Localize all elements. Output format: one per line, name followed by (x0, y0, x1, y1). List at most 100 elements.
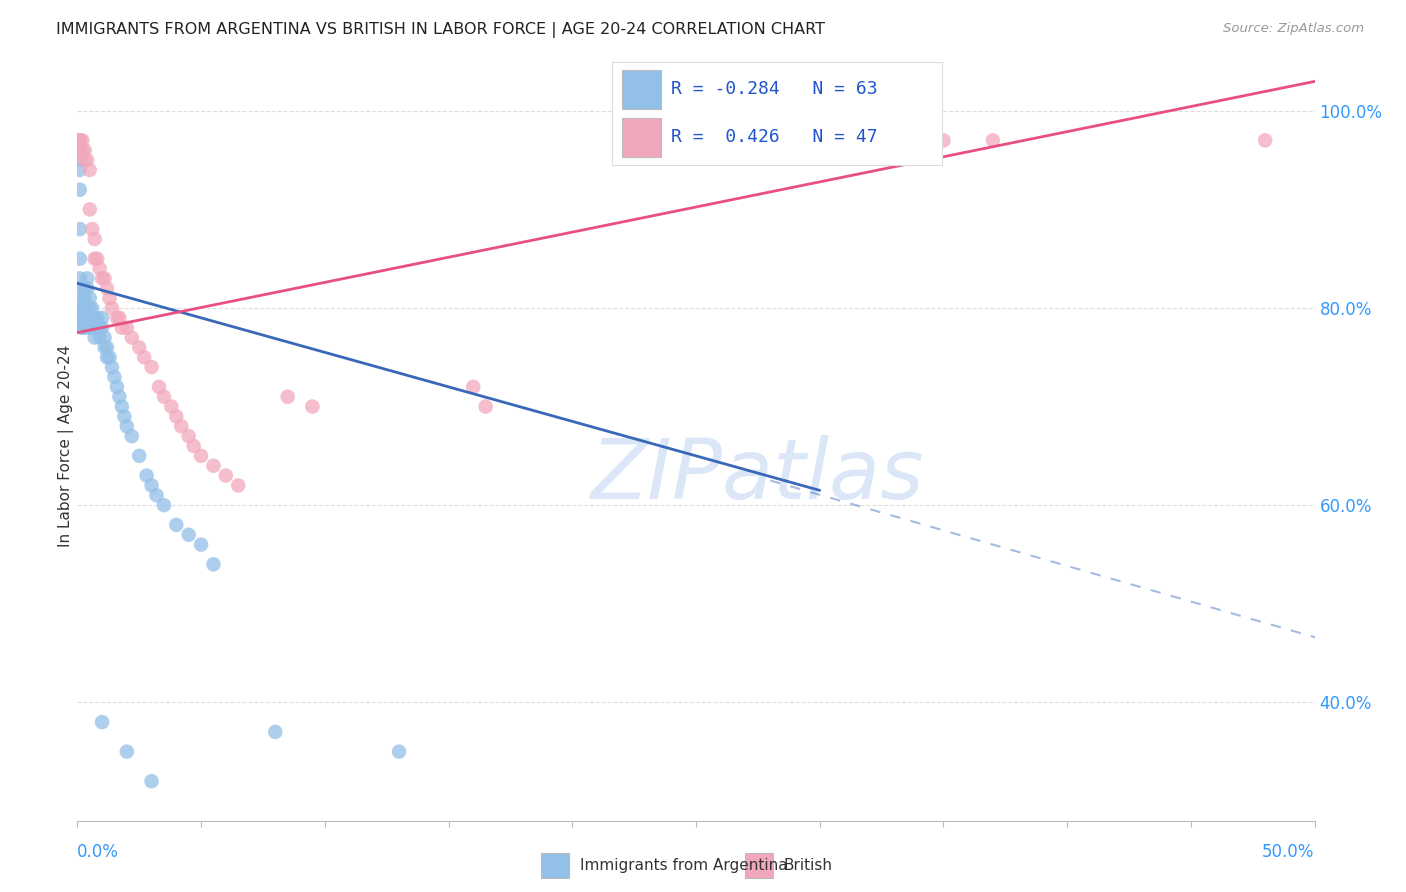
Point (69, 133, 91, 147)
Point (69, 183, 91, 197)
Point (93, 340, 115, 354)
Point (96, 351, 118, 365)
Point (981, 133, 1004, 147)
Point (76, 281, 98, 295)
Point (79, 310, 101, 325)
Point (69, 222, 91, 236)
Point (101, 301, 124, 315)
Point (165, 517, 187, 532)
Point (93, 330, 115, 344)
Point (135, 468, 157, 483)
Text: Source: ZipAtlas.com: Source: ZipAtlas.com (1223, 22, 1364, 36)
Point (91, 310, 114, 325)
Point (79, 320, 101, 334)
Point (83, 320, 105, 334)
Point (96, 340, 118, 354)
Point (141, 478, 163, 492)
Point (69, 143, 91, 157)
Point (101, 360, 124, 375)
Point (165, 409, 187, 424)
Point (76, 310, 98, 325)
Point (474, 400, 496, 414)
Text: 50.0%: 50.0% (1263, 843, 1315, 861)
Point (98, 291, 121, 305)
Point (105, 380, 128, 394)
Point (72, 133, 94, 147)
Point (121, 330, 143, 344)
Point (72, 301, 94, 315)
Point (76, 301, 98, 315)
Point (79, 163, 101, 178)
Point (115, 419, 138, 434)
Point (83, 330, 105, 344)
Point (98, 351, 121, 365)
Point (72, 143, 94, 157)
Point (69, 133, 91, 147)
Point (202, 558, 225, 572)
Point (72, 310, 94, 325)
Point (115, 320, 138, 334)
Point (277, 390, 299, 404)
Point (69, 133, 91, 147)
Point (79, 202, 101, 217)
Point (111, 320, 134, 334)
Point (108, 390, 131, 404)
Bar (541, 853, 569, 878)
Point (76, 271, 98, 285)
Point (86, 320, 108, 334)
Point (73, 310, 96, 325)
Point (72, 320, 94, 334)
Bar (621, 118, 661, 157)
Point (73, 143, 96, 157)
Point (73, 291, 96, 305)
Text: ZIPatlas: ZIPatlas (591, 435, 925, 516)
Point (86, 310, 108, 325)
Point (301, 400, 323, 414)
Point (69, 281, 91, 295)
Point (177, 527, 200, 541)
Point (72, 320, 94, 334)
Point (190, 449, 212, 463)
Bar (621, 70, 661, 109)
Point (463, 380, 485, 394)
Point (76, 153, 98, 167)
Point (89, 261, 111, 276)
Point (83, 310, 105, 325)
Point (183, 439, 205, 453)
Point (83, 232, 105, 246)
Point (121, 429, 143, 443)
Point (79, 291, 101, 305)
Point (69, 133, 91, 147)
Point (148, 380, 170, 394)
Point (73, 281, 96, 295)
Point (103, 370, 125, 384)
Text: British: British (785, 858, 832, 872)
Text: R =  0.426   N = 47: R = 0.426 N = 47 (671, 128, 877, 146)
Point (215, 468, 238, 483)
Point (108, 310, 131, 325)
Point (82, 310, 104, 325)
Point (388, 745, 411, 759)
Point (112, 409, 135, 424)
Point (141, 360, 163, 375)
Text: IMMIGRANTS FROM ARGENTINA VS BRITISH IN LABOR FORCE | AGE 20-24 CORRELATION CHAR: IMMIGRANTS FROM ARGENTINA VS BRITISH IN … (56, 22, 825, 38)
Point (226, 478, 249, 492)
Point (128, 449, 150, 463)
Y-axis label: In Labor Force | Age 20-24: In Labor Force | Age 20-24 (58, 345, 75, 547)
Point (79, 301, 101, 315)
Point (111, 400, 134, 414)
Point (73, 301, 96, 315)
Point (91, 714, 114, 729)
Point (134, 351, 156, 365)
Point (91, 320, 114, 334)
Point (96, 281, 118, 295)
Point (69, 153, 91, 167)
Point (69, 163, 91, 178)
Point (105, 310, 128, 325)
Point (932, 133, 955, 147)
Point (153, 390, 176, 404)
Point (91, 271, 114, 285)
Point (69, 252, 91, 266)
Point (82, 320, 104, 334)
Point (141, 774, 163, 789)
